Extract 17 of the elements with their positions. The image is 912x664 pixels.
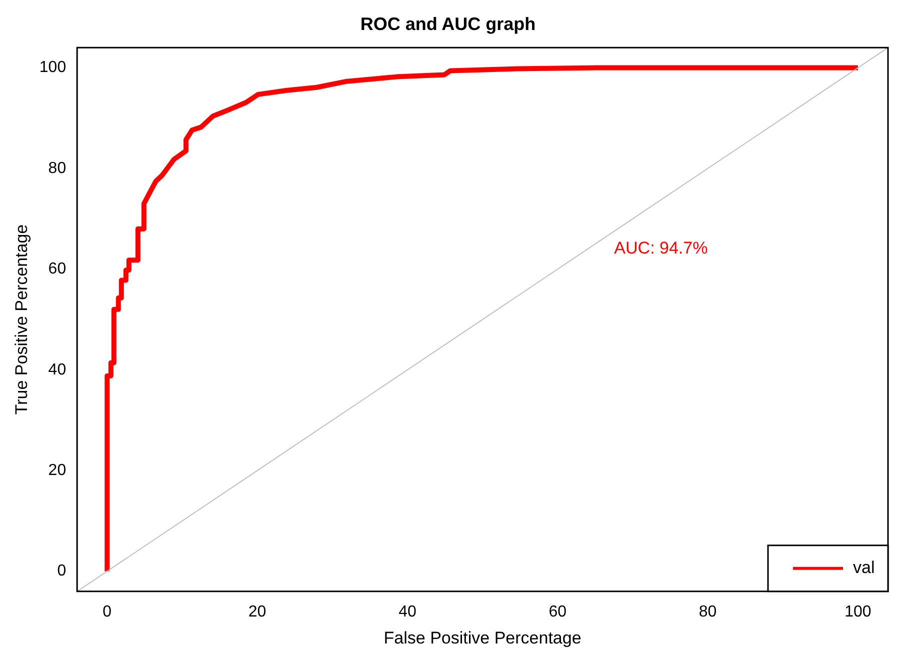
annotation: AUC: 94.7%	[614, 238, 708, 258]
y-tick-label: 20	[48, 462, 66, 479]
x-tick-label: 0	[102, 603, 112, 620]
x-tick-label: 60	[548, 603, 567, 620]
x-tick-label: 20	[248, 603, 266, 620]
y-tick-label: 80	[48, 160, 66, 177]
x-tick-label: 80	[698, 603, 717, 620]
y-axis-title: True Positive Percentage	[12, 224, 31, 415]
x-tick-label: 100	[844, 603, 872, 620]
y-tick-label: 0	[57, 562, 66, 580]
x-tick-label: 40	[398, 603, 416, 620]
x-axis-title: False Positive Percentage	[384, 628, 582, 648]
chart-title: ROC and AUC graph	[360, 14, 536, 34]
y-tick-label: 40	[48, 361, 66, 378]
legend-label: val	[853, 558, 875, 578]
y-tick-label: 100	[39, 59, 66, 76]
y-tick-label: 60	[48, 260, 66, 278]
